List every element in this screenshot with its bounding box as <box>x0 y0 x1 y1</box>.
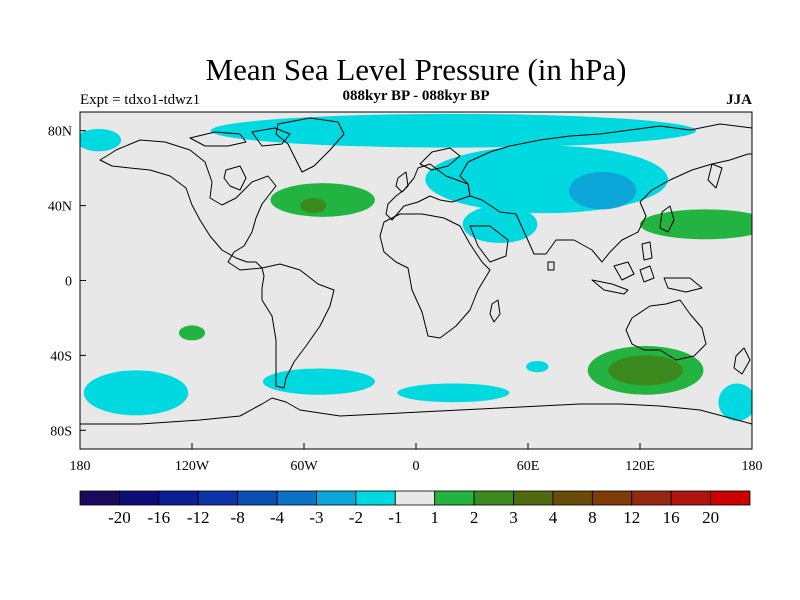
legend-swatch <box>158 490 199 506</box>
x-tick-label: 180 <box>70 459 91 474</box>
anomaly-south-pacific-negative <box>83 370 189 416</box>
legend-swatch <box>316 490 357 506</box>
anomaly-siberia-negative <box>425 145 668 214</box>
coastline-indonesia <box>591 279 629 295</box>
anomaly-s-indian-positive-core <box>608 355 683 386</box>
legend-swatch <box>276 490 317 506</box>
x-tick-label: 120E <box>625 459 655 474</box>
y-tick-label: 0 <box>65 275 72 290</box>
legend-label: -3 <box>309 508 323 527</box>
x-tick-label: 60W <box>290 459 318 474</box>
coastline-australia <box>625 299 707 361</box>
legend-swatch <box>513 490 554 506</box>
legend-swatch <box>591 490 633 506</box>
legend-label: -4 <box>270 508 285 527</box>
x-axis: 180 120W 60W 0 60E 120E 180 <box>70 443 763 474</box>
anomaly-bering-negative <box>80 128 122 152</box>
x-tick-label: 0 <box>413 459 420 474</box>
legend-label: -20 <box>108 508 131 527</box>
x-tick-label: 180 <box>742 459 763 474</box>
legend-label: 4 <box>549 508 558 527</box>
coastline-arabia <box>469 225 509 263</box>
coastline-greenland <box>275 117 345 173</box>
legend-swatch <box>710 490 751 506</box>
legend-label: 12 <box>623 508 640 527</box>
colorbar-legend: -20 -16 -12 -8 -4 -3 -2 -1 1 2 3 4 8 12 16 20 <box>79 490 751 527</box>
legend-label: 8 <box>588 508 597 527</box>
anomaly-n-atlantic-positive <box>270 183 375 217</box>
legend-label: 16 <box>663 508 680 527</box>
x-tick-label: 60E <box>517 459 540 474</box>
legend-label: -16 <box>147 508 170 527</box>
coastline-north-america <box>99 139 277 271</box>
legend-label: 1 <box>430 508 439 527</box>
coastline-africa <box>379 213 491 339</box>
anomaly-indian-negative <box>526 361 549 373</box>
coastline-japan <box>659 205 675 233</box>
anomaly-field <box>80 113 752 421</box>
y-tick-label: 80S <box>50 424 72 439</box>
legend-swatch <box>119 490 160 506</box>
anomaly-southern-ocean-negative <box>397 383 510 403</box>
legend-swatch <box>237 490 278 506</box>
legend-swatch <box>473 490 514 506</box>
period-subtitle: 088kyr BP - 088kyr BP <box>342 88 490 104</box>
chart-title: Mean Sea Level Pressure (in hPa) <box>205 52 627 87</box>
y-tick-label: 40S <box>50 349 72 364</box>
coastline-south-america <box>261 263 335 389</box>
coastlines <box>80 117 752 425</box>
legend-swatch <box>79 490 120 506</box>
x-tick-label: 120W <box>175 459 210 474</box>
legend-swatch <box>394 490 436 506</box>
anomaly-pacific-positive <box>640 209 752 240</box>
anomaly-n-atlantic-positive-core <box>300 198 327 214</box>
legend-swatch <box>552 490 593 506</box>
y-axis: 80N 40N 0 40S 80S <box>48 125 86 439</box>
coastline-hudson-bay <box>223 165 247 191</box>
legend-label: 3 <box>509 508 518 527</box>
anomaly-mideast-negative <box>462 205 538 244</box>
legend-label: 20 <box>702 508 719 527</box>
season-label: JJA <box>726 92 752 108</box>
coastline-new-zealand <box>733 347 751 375</box>
coastline-uk <box>395 171 409 193</box>
legend-label: -2 <box>349 508 363 527</box>
anomaly-arctic-negative <box>210 113 696 148</box>
legend-swatch <box>434 490 475 506</box>
coastline-antarctica <box>80 397 752 425</box>
anomaly-tasman-negative <box>718 383 752 421</box>
anomaly-siberia-negative-core <box>569 171 637 210</box>
coastline-madagascar <box>489 299 501 323</box>
anomaly-s-pacific-positive <box>178 325 206 341</box>
anomaly-drake-negative <box>262 368 375 395</box>
legend-swatch <box>670 490 711 506</box>
legend-swatch <box>197 490 239 506</box>
legend-label: -1 <box>388 508 402 527</box>
coastline-asia <box>459 123 752 263</box>
legend-label: -12 <box>187 508 210 527</box>
legend-label: -8 <box>231 508 245 527</box>
coastline-europe <box>385 163 471 221</box>
coastline-arctic-islands <box>189 131 247 147</box>
legend-swatch <box>355 490 396 506</box>
y-tick-label: 80N <box>48 125 72 140</box>
legend-label: 2 <box>470 508 479 527</box>
y-tick-label: 40N <box>48 200 72 215</box>
experiment-label: Expt = tdxo1-tdwz1 <box>80 92 201 108</box>
legend-swatch <box>631 490 672 506</box>
